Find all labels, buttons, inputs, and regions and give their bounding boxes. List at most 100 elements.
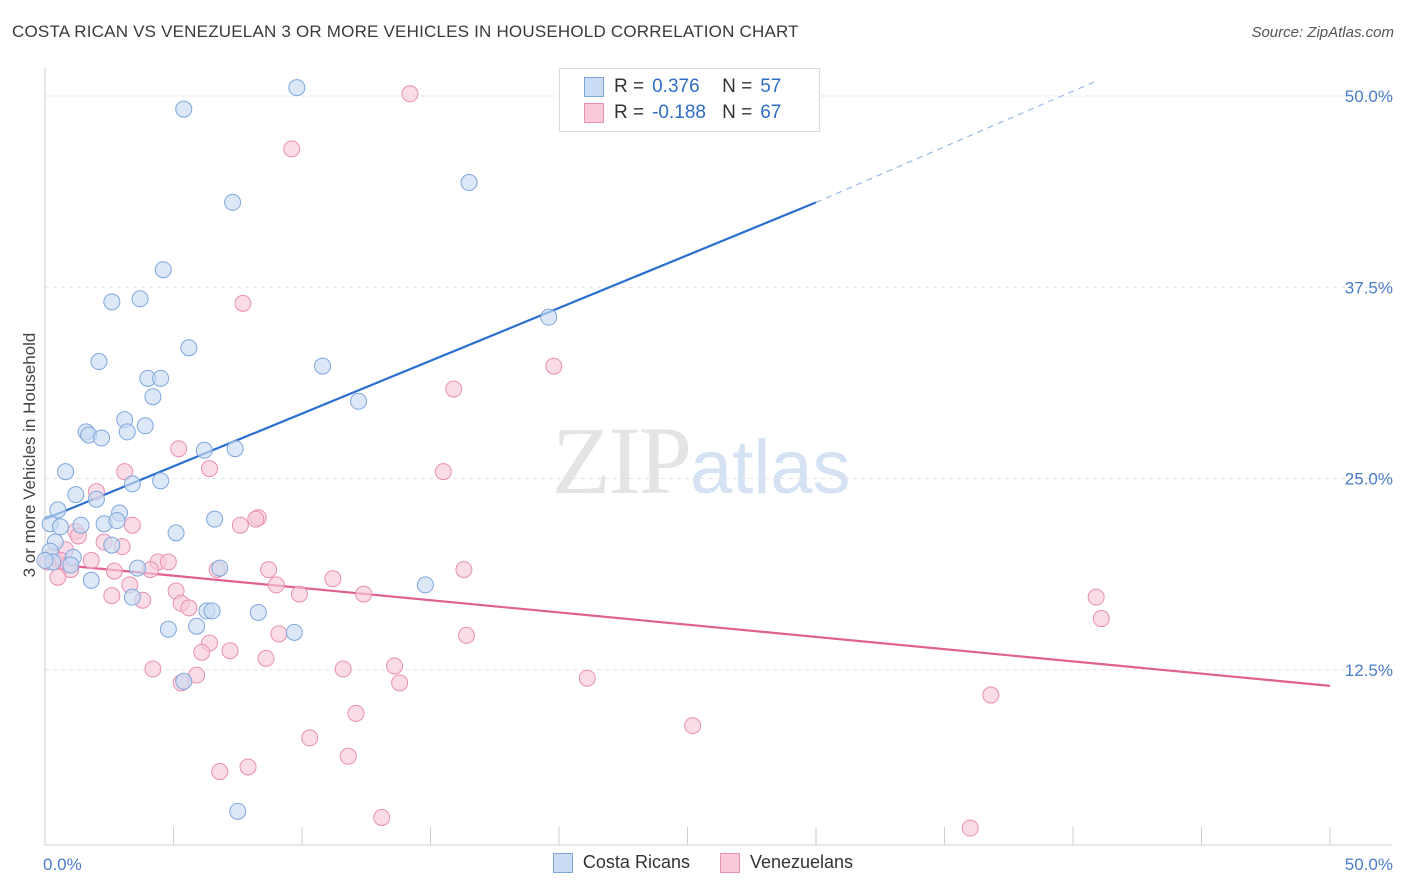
- data-point-costa-ricans: [62, 556, 80, 574]
- costa-ricans-swatch: [552, 852, 573, 873]
- costa-ricans-swatch: [584, 77, 604, 97]
- data-point-costa-ricans: [314, 357, 332, 375]
- data-point-venezuelans: [267, 576, 285, 594]
- data-point-venezuelans: [200, 460, 218, 478]
- data-point-costa-ricans: [167, 524, 185, 542]
- data-point-venezuelans: [260, 561, 278, 579]
- data-point-venezuelans: [234, 294, 252, 312]
- data-point-costa-ricans: [136, 417, 154, 435]
- data-point-costa-ricans: [159, 620, 177, 638]
- r-label: R =: [614, 76, 645, 97]
- legend-label-venezuelans: Venezuelans: [749, 852, 854, 872]
- data-point-venezuelans: [221, 642, 239, 660]
- data-point-costa-ricans: [108, 512, 126, 530]
- data-point-costa-ricans: [154, 261, 172, 279]
- x-tick-label: 50.0%: [1345, 855, 1393, 874]
- data-point-costa-ricans: [226, 440, 244, 458]
- data-points: [36, 79, 1110, 837]
- n-value: 67: [760, 102, 782, 123]
- data-point-costa-ricans: [203, 602, 221, 620]
- data-point-venezuelans: [545, 357, 563, 375]
- data-point-venezuelans: [123, 516, 141, 534]
- data-point-costa-ricans: [67, 486, 85, 504]
- data-point-venezuelans: [391, 674, 409, 692]
- trend-line-costa-ricans: [44, 201, 817, 521]
- data-point-venezuelans: [193, 643, 211, 661]
- data-point-venezuelans: [355, 585, 373, 603]
- y-tick-label: 12.5%: [1345, 661, 1393, 680]
- data-point-costa-ricans: [144, 388, 162, 406]
- data-point-costa-ricans: [175, 100, 193, 118]
- data-point-costa-ricans: [51, 518, 69, 536]
- data-point-venezuelans: [283, 140, 301, 158]
- venezuelans-swatch: [719, 852, 740, 873]
- data-point-costa-ricans: [460, 174, 478, 192]
- data-point-venezuelans: [290, 585, 308, 603]
- data-point-venezuelans: [373, 808, 391, 826]
- r-value: 0.376: [652, 76, 700, 97]
- data-point-venezuelans: [301, 729, 319, 747]
- data-point-venezuelans: [116, 463, 134, 481]
- data-point-costa-ricans: [540, 308, 558, 326]
- data-point-venezuelans: [105, 562, 123, 580]
- n-value: 57: [760, 76, 782, 97]
- data-point-costa-ricans: [36, 551, 54, 569]
- data-point-venezuelans: [270, 625, 288, 643]
- data-point-costa-ricans: [129, 559, 147, 577]
- venezuelans-swatch: [584, 103, 604, 123]
- data-point-costa-ricans: [224, 193, 242, 211]
- data-point-costa-ricans: [180, 339, 198, 357]
- trend-line-venezuelans: [44, 562, 1331, 687]
- data-point-venezuelans: [684, 717, 702, 735]
- trend-lines: [44, 79, 1331, 687]
- data-point-venezuelans: [247, 510, 265, 528]
- y-tick-label: 37.5%: [1345, 278, 1393, 297]
- data-point-costa-ricans: [131, 290, 149, 308]
- chart-title: COSTA RICAN VS VENEZUELAN 3 OR MORE VEHI…: [12, 22, 799, 41]
- data-point-costa-ricans: [123, 475, 141, 493]
- data-point-costa-ricans: [118, 423, 136, 441]
- data-point-costa-ricans: [87, 490, 105, 508]
- tick-labels: 12.5% 25.0% 37.5% 50.0% 0.0% 50.0%: [43, 87, 1393, 874]
- data-point-venezuelans: [578, 669, 596, 687]
- legend-item-costa-ricans: Costa Ricans: [552, 852, 690, 873]
- axes: [44, 68, 1392, 846]
- legend-item-venezuelans: Venezuelans: [719, 852, 854, 873]
- data-point-costa-ricans: [229, 802, 247, 820]
- data-point-costa-ricans: [175, 672, 193, 690]
- trend-line-costa-ricans-extension: [815, 79, 1099, 203]
- data-point-costa-ricans: [90, 353, 108, 371]
- data-point-costa-ricans: [152, 369, 170, 387]
- data-point-costa-ricans: [285, 623, 303, 641]
- data-point-venezuelans: [457, 626, 475, 644]
- y-tick-label: 50.0%: [1345, 87, 1393, 106]
- n-label: N =: [722, 102, 753, 123]
- data-point-venezuelans: [324, 570, 342, 588]
- legend-row-costa-ricans: R = 0.376 N = 57: [584, 75, 781, 99]
- data-point-venezuelans: [257, 649, 275, 667]
- data-point-venezuelans: [434, 463, 452, 481]
- watermark-zip: ZIP: [552, 407, 692, 514]
- data-point-costa-ricans: [103, 536, 121, 554]
- r-value: -0.188: [652, 102, 706, 123]
- legend-row-venezuelans: R = -0.188 N = 67: [584, 101, 781, 125]
- r-label: R =: [614, 102, 645, 123]
- data-point-costa-ricans: [72, 516, 90, 534]
- source-label: Source: ZipAtlas.com: [1251, 24, 1394, 41]
- data-point-costa-ricans: [211, 559, 229, 577]
- correlation-legend: R = 0.376 N = 57 R = -0.188 N = 67: [559, 68, 820, 132]
- data-point-costa-ricans: [57, 463, 75, 481]
- watermark-atlas: atlas: [690, 425, 851, 510]
- data-point-costa-ricans: [416, 576, 434, 594]
- series-legend: Costa Ricans Venezuelans: [0, 852, 1406, 873]
- data-point-costa-ricans: [188, 617, 206, 635]
- data-point-venezuelans: [180, 599, 198, 617]
- data-point-venezuelans: [347, 704, 365, 722]
- data-point-costa-ricans: [195, 441, 213, 459]
- data-point-venezuelans: [401, 85, 419, 103]
- data-point-costa-ricans: [49, 501, 67, 519]
- data-point-costa-ricans: [288, 79, 306, 97]
- data-point-venezuelans: [103, 587, 121, 605]
- data-point-costa-ricans: [249, 603, 267, 621]
- data-point-costa-ricans: [350, 392, 368, 410]
